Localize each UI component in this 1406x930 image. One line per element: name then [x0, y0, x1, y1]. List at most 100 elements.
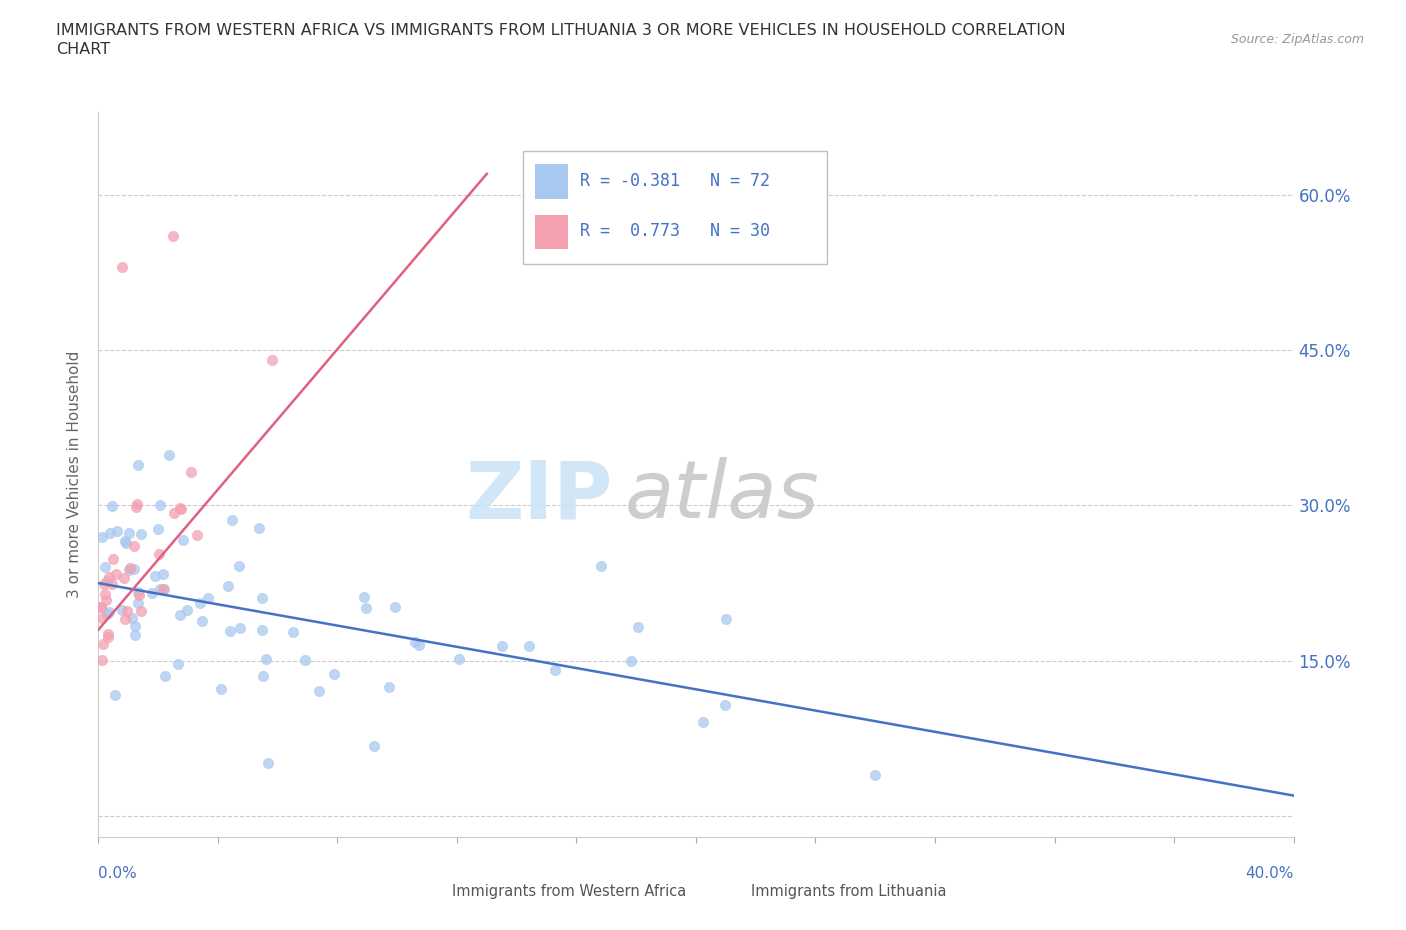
- Point: [517, 638, 540, 653]
- Point: [141, 585, 163, 600]
- Point: [128, 588, 150, 603]
- Point: [91, 530, 114, 545]
- Point: [170, 501, 193, 516]
- Point: [217, 578, 239, 593]
- FancyBboxPatch shape: [534, 215, 568, 249]
- Point: [127, 458, 149, 472]
- Point: [121, 610, 143, 625]
- Point: [197, 591, 219, 605]
- Point: [118, 525, 141, 540]
- Point: [228, 558, 250, 573]
- FancyBboxPatch shape: [720, 878, 747, 905]
- Point: [354, 601, 377, 616]
- Point: [112, 570, 135, 585]
- Point: [229, 621, 252, 636]
- Point: [124, 619, 146, 634]
- Point: [188, 596, 211, 611]
- Point: [143, 569, 166, 584]
- Text: Source: ZipAtlas.com: Source: ZipAtlas.com: [1230, 33, 1364, 46]
- Point: [152, 566, 174, 581]
- Text: CHART: CHART: [56, 42, 110, 57]
- Point: [90, 599, 112, 614]
- Point: [172, 532, 194, 547]
- Point: [98, 604, 121, 619]
- Point: [250, 591, 273, 605]
- Point: [209, 681, 232, 696]
- Point: [127, 497, 149, 512]
- Point: [247, 521, 270, 536]
- Text: atlas: atlas: [624, 457, 820, 535]
- Point: [114, 611, 136, 626]
- Point: [105, 524, 128, 538]
- Point: [176, 603, 198, 618]
- Point: [180, 464, 202, 479]
- Point: [378, 680, 401, 695]
- Point: [281, 624, 304, 639]
- Point: [98, 569, 121, 584]
- Point: [93, 560, 115, 575]
- Point: [257, 755, 280, 770]
- Text: IMMIGRANTS FROM WESTERN AFRICA VS IMMIGRANTS FROM LITHUANIA 3 OR MORE VEHICLES I: IMMIGRANTS FROM WESTERN AFRICA VS IMMIGR…: [56, 23, 1066, 38]
- Point: [716, 612, 738, 627]
- FancyBboxPatch shape: [523, 152, 827, 264]
- Point: [254, 652, 277, 667]
- Point: [166, 657, 188, 671]
- Point: [260, 352, 283, 367]
- Point: [544, 662, 567, 677]
- Point: [491, 639, 513, 654]
- Point: [114, 536, 136, 551]
- Point: [250, 623, 273, 638]
- Point: [111, 259, 134, 274]
- Point: [117, 604, 139, 618]
- Point: [155, 669, 177, 684]
- Point: [104, 567, 127, 582]
- Point: [96, 574, 118, 589]
- Point: [692, 715, 714, 730]
- Point: [127, 595, 149, 610]
- Text: R = -0.381   N = 72: R = -0.381 N = 72: [581, 171, 770, 190]
- Point: [221, 512, 243, 527]
- Point: [96, 606, 118, 621]
- FancyBboxPatch shape: [534, 164, 568, 199]
- Point: [146, 521, 169, 536]
- Point: [101, 498, 124, 513]
- Point: [104, 688, 127, 703]
- Point: [162, 229, 184, 244]
- Point: [627, 620, 650, 635]
- Point: [447, 651, 470, 666]
- Point: [124, 499, 146, 514]
- Point: [308, 684, 330, 698]
- Y-axis label: 3 or more Vehicles in Household: 3 or more Vehicles in Household: [67, 351, 83, 598]
- Point: [148, 547, 170, 562]
- Point: [353, 590, 375, 604]
- Point: [865, 767, 887, 782]
- Point: [124, 628, 146, 643]
- Point: [294, 653, 316, 668]
- Point: [93, 577, 115, 591]
- Text: Immigrants from Western Africa: Immigrants from Western Africa: [453, 884, 686, 899]
- Point: [129, 526, 152, 541]
- Point: [713, 698, 735, 712]
- Text: ZIP: ZIP: [465, 457, 613, 535]
- Point: [252, 669, 274, 684]
- Point: [149, 582, 172, 597]
- Point: [408, 638, 430, 653]
- FancyBboxPatch shape: [422, 878, 447, 905]
- Point: [219, 623, 242, 638]
- Point: [127, 584, 149, 599]
- Point: [157, 448, 180, 463]
- Text: Immigrants from Lithuania: Immigrants from Lithuania: [751, 884, 946, 899]
- Point: [591, 559, 613, 574]
- Point: [152, 582, 174, 597]
- Point: [114, 534, 136, 549]
- Point: [91, 636, 114, 651]
- Point: [101, 577, 124, 591]
- Point: [404, 634, 426, 649]
- Point: [363, 738, 385, 753]
- Point: [169, 500, 191, 515]
- Point: [163, 506, 186, 521]
- Point: [97, 627, 120, 642]
- Text: R =  0.773   N = 30: R = 0.773 N = 30: [581, 222, 770, 240]
- Point: [124, 562, 146, 577]
- Point: [90, 600, 112, 615]
